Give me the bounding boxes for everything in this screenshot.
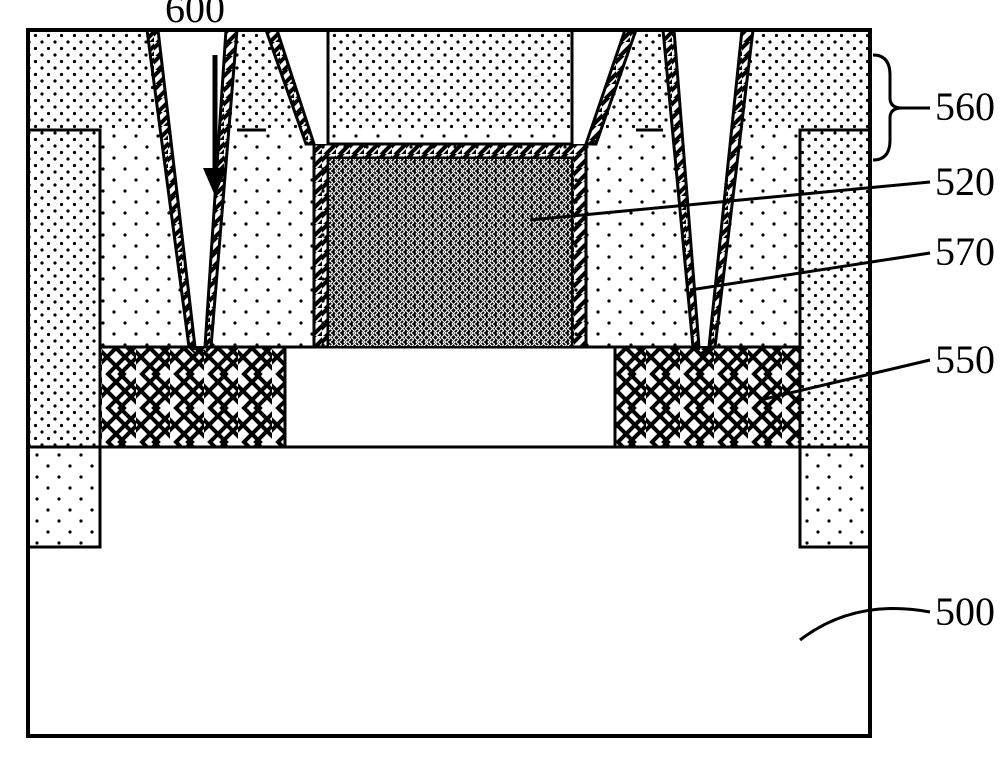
mesa <box>285 347 615 447</box>
oxide-left-lower <box>28 447 100 547</box>
oxide-right-lower <box>800 447 870 547</box>
region-560-col-right <box>800 130 870 447</box>
label-520: 520 <box>935 159 995 204</box>
region-550-left <box>100 347 285 447</box>
diagram-svg: 600 560 520 570 550 500 <box>0 0 1006 764</box>
label-600: 600 <box>165 0 225 31</box>
region-560-col-left <box>28 130 100 447</box>
brace-560 <box>873 55 902 160</box>
diagram-container: 600 560 520 570 550 500 <box>0 0 1006 764</box>
label-500: 500 <box>935 589 995 634</box>
label-550: 550 <box>935 337 995 382</box>
label-570: 570 <box>935 229 995 274</box>
gate-electrode <box>328 158 572 347</box>
label-560: 560 <box>935 84 995 129</box>
